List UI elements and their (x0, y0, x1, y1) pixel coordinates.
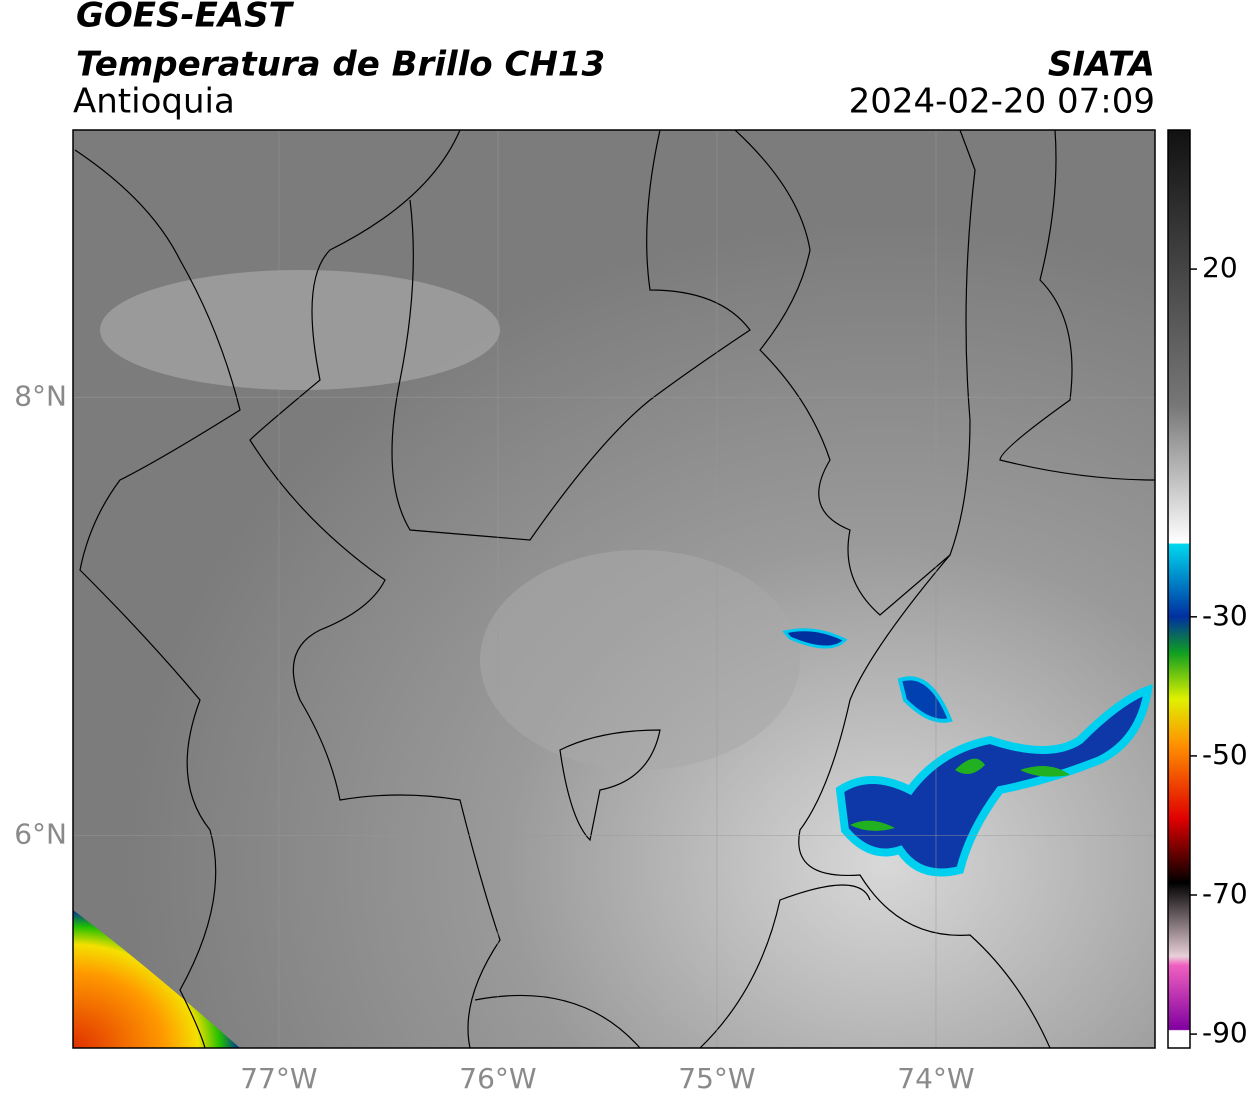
cold-cloud (782, 628, 848, 649)
colorbar-tick-label: -90 (1202, 1016, 1248, 1049)
cold-cloud (73, 910, 240, 1048)
lon-tick-label: 75°W (678, 1062, 755, 1095)
lon-tick-label: 76°W (459, 1062, 536, 1095)
cold-cloud-core (850, 758, 1070, 831)
colorbar-tick-label: -30 (1202, 599, 1248, 632)
lon-tick-label: 77°W (240, 1062, 317, 1095)
title: GOES-EAST (76, 0, 295, 36)
colorbar-tick-label: -50 (1202, 738, 1248, 771)
lat-tick-label: 6°N (14, 817, 67, 850)
cloud (480, 550, 800, 770)
map-image (73, 130, 1155, 1048)
region: Antioquia (73, 82, 235, 122)
lat-tick-label: 8°N (14, 379, 67, 412)
plot-frame (72, 129, 1156, 1049)
subtitle: Temperatura de Brillo CH13 (76, 45, 605, 85)
lon-tick-label: 74°W (897, 1062, 974, 1095)
source: SIATA (1048, 45, 1155, 85)
boundaries (74, 130, 1155, 1048)
datetime: 2024-02-20 07:09 (849, 82, 1155, 122)
cold-cloud (835, 683, 1154, 877)
cold-cloud (897, 676, 953, 723)
colorbar-tick-label: -70 (1202, 877, 1248, 910)
cloud (100, 270, 500, 390)
colorbar-tick-label: 20 (1202, 251, 1238, 284)
colorbar (1167, 129, 1191, 1049)
